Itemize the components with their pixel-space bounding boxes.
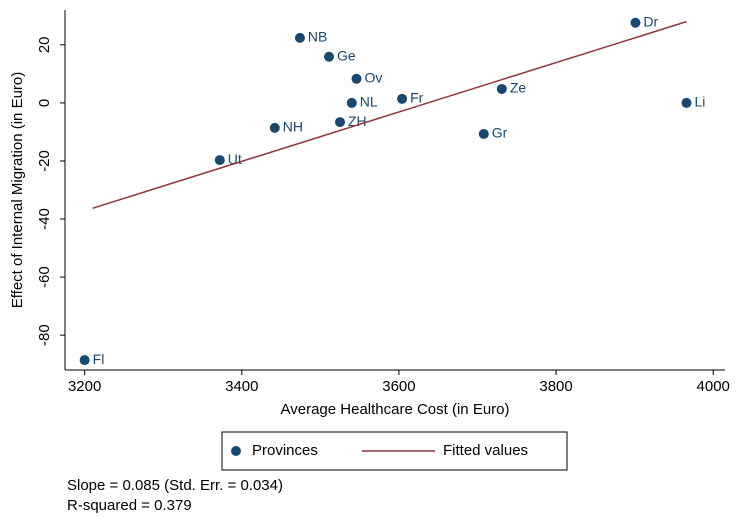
point-label: Fr — [410, 90, 424, 106]
x-tick-label: 4000 — [697, 378, 730, 395]
point — [324, 51, 334, 62]
y-axis-title: Effect of Internal Migration (in Euro) — [9, 72, 26, 309]
point — [351, 73, 362, 84]
note: R-squared = 0.379 — [67, 497, 192, 514]
x-axis-title: Average Healthcare Cost (in Euro) — [281, 401, 510, 418]
note: Slope = 0.085 (Std. Err. = 0.034) — [67, 477, 283, 494]
y-tick-label: -80 — [36, 324, 53, 346]
point-label: Ge — [337, 47, 356, 63]
point-label: Fl — [93, 351, 105, 367]
point — [269, 122, 280, 133]
point — [397, 93, 408, 104]
point-label: Ov — [365, 70, 383, 86]
x-tick-label: 3200 — [68, 378, 101, 395]
point — [335, 117, 345, 128]
legend-marker — [231, 446, 241, 456]
point-label: Ze — [510, 80, 527, 96]
y-tick-label: -60 — [36, 266, 53, 288]
y-tick-label: -20 — [36, 150, 53, 172]
legend-label: Provinces — [252, 442, 318, 459]
point-label: Dr — [643, 13, 658, 29]
fitted-line — [92, 20, 687, 210]
point-label: ZH — [348, 113, 367, 129]
y-tick-label: 20 — [36, 36, 53, 53]
point — [630, 17, 641, 28]
x-tick-label: 3800 — [539, 378, 572, 395]
point-label: NH — [283, 119, 303, 135]
point-label: Gr — [492, 125, 508, 141]
point — [79, 355, 90, 366]
legend-label: Fitted values — [443, 442, 528, 459]
x-tick-label: 3600 — [382, 378, 415, 395]
point-label: NL — [360, 94, 378, 110]
point — [346, 97, 357, 108]
point-label: Li — [695, 94, 706, 110]
y-tick-label: 0 — [36, 99, 53, 107]
point — [294, 32, 305, 43]
x-tick-label: 3400 — [225, 378, 258, 395]
point — [496, 83, 507, 94]
point — [214, 155, 225, 166]
y-tick-label: -40 — [36, 208, 53, 230]
point-label: NB — [308, 29, 327, 45]
point — [681, 97, 692, 108]
point — [478, 128, 489, 139]
